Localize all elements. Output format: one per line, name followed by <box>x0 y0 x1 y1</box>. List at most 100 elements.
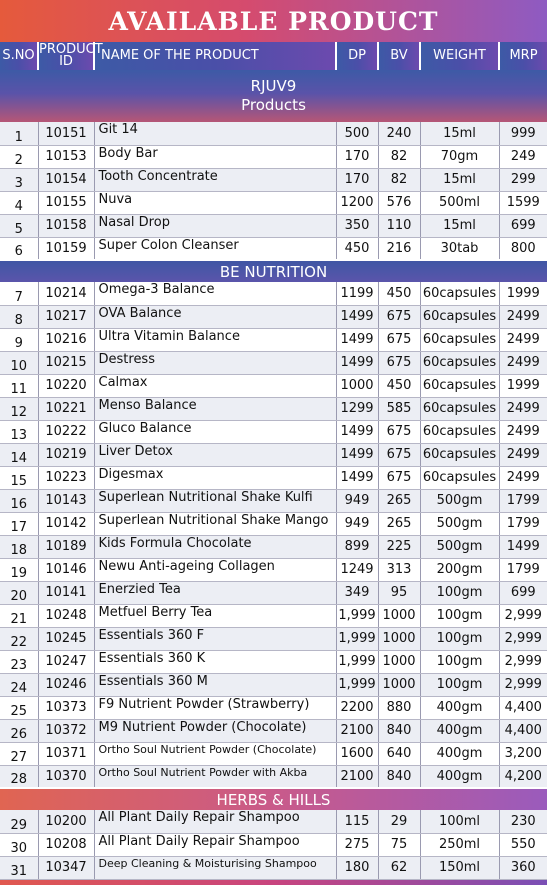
cell-mrp: 2,999 <box>499 650 547 674</box>
cell-sno: 30 <box>0 833 39 857</box>
table-row: 14 10219 Liver Detox 1499 675 60capsules 2499 <box>0 443 547 467</box>
cell-product-name: Newu Anti-ageing Collagen <box>94 558 337 582</box>
cell-sno: 24 <box>0 673 39 697</box>
cell-product-name: Superlean Nutritional Shake Kulfi <box>94 489 337 513</box>
cell-bv: 29 <box>378 810 421 834</box>
cell-bv: 675 <box>378 305 421 329</box>
table-row: 23 10247 Essentials 360 K 1,999 1000 100gm 2,9… <box>0 650 547 674</box>
cell-weight: 100gm <box>420 604 500 628</box>
cell-product-id: 10154 <box>38 168 95 192</box>
cell-product-name: Nasal Drop <box>94 214 337 238</box>
cell-weight: 100gm <box>420 650 500 674</box>
cell-mrp: 2,999 <box>499 627 547 651</box>
cell-dp: 1,999 <box>336 673 379 697</box>
table-row: 9 10216 Ultra Vitamin Balance 1499 675 60caps… <box>0 328 547 352</box>
cell-sno: 5 <box>0 214 39 238</box>
cell-sno: 10 <box>0 351 39 375</box>
cell-weight: 70gm <box>420 145 500 169</box>
cell-dp: 115 <box>336 810 379 834</box>
cell-sno: 14 <box>0 443 39 467</box>
cell-weight: 400gm <box>420 719 500 743</box>
cell-weight: 500gm <box>420 489 500 513</box>
cell-product-id: 10223 <box>38 466 95 490</box>
table-row: 19 10146 Newu Anti-ageing Collagen 1249 313 2… <box>0 558 547 582</box>
cell-sno: 17 <box>0 512 39 536</box>
cell-bv: 675 <box>378 328 421 352</box>
page-title: AVAILABLE PRODUCT <box>0 0 547 42</box>
cell-bv: 450 <box>378 374 421 398</box>
cell-weight: 30tab <box>420 237 500 261</box>
cell-dp: 2200 <box>336 696 379 720</box>
cell-sno: 26 <box>0 719 39 743</box>
cell-sno: 25 <box>0 696 39 720</box>
cell-product-id: 10219 <box>38 443 95 467</box>
table-row: 16 10143 Superlean Nutritional Shake Kulfi… <box>0 489 547 513</box>
cell-bv: 62 <box>378 856 421 880</box>
cell-dp: 349 <box>336 581 379 605</box>
cell-product-name: Superlean Nutritional Shake Mango <box>94 512 337 536</box>
cell-bv: 240 <box>378 122 421 146</box>
cell-bv: 450 <box>378 282 421 306</box>
cell-bv: 675 <box>378 443 421 467</box>
section-heading: HERBS & HILLS <box>0 787 547 810</box>
cell-dp: 500 <box>336 122 379 146</box>
table-row: 27 10371 Ortho Soul Nutrient Powder (Choco… <box>0 742 547 766</box>
cell-mrp: 4,200 <box>499 765 547 789</box>
table-row: 26 10372 M9 Nutrient Powder (Chocolate) 210… <box>0 719 547 743</box>
cell-dp: 275 <box>336 833 379 857</box>
cell-product-id: 10146 <box>38 558 95 582</box>
cell-dp: 170 <box>336 145 379 169</box>
cell-weight: 500ml <box>420 191 500 215</box>
cell-product-name: Gluco Balance <box>94 420 337 444</box>
cell-product-id: 10143 <box>38 489 95 513</box>
cell-bv: 840 <box>378 719 421 743</box>
cell-weight: 500gm <box>420 535 500 559</box>
cell-product-name: Omega-3 Balance <box>94 282 337 306</box>
cell-mrp: 3,200 <box>499 742 547 766</box>
cell-product-name: OVA Balance <box>94 305 337 329</box>
cell-product-id: 10153 <box>38 145 95 169</box>
cell-weight: 400gm <box>420 765 500 789</box>
table-row: 18 10189 Kids Formula Chocolate 899 225 500gm… <box>0 535 547 559</box>
cell-mrp: 2499 <box>499 397 547 421</box>
section-row: RJUV9 Products <box>0 70 547 122</box>
cell-mrp: 2499 <box>499 420 547 444</box>
cell-product-name: All Plant Daily Repair Shampoo <box>94 833 337 857</box>
cell-product-id: 10200 <box>38 810 95 834</box>
cell-product-name: Body Bar <box>94 145 337 169</box>
cell-bv: 225 <box>378 535 421 559</box>
section-title: HERBS & HILLS <box>216 790 331 809</box>
cell-product-name: Git 14 <box>94 122 337 146</box>
header-bv: BV <box>378 42 421 70</box>
cell-bv: 585 <box>378 397 421 421</box>
cell-mrp: 4,400 <box>499 719 547 743</box>
cell-weight: 15ml <box>420 122 500 146</box>
table-row: 28 10370 Ortho Soul Nutrient Powder with A… <box>0 765 547 789</box>
header-product-id: PRODUCT ID <box>38 42 103 70</box>
cell-mrp: 1499 <box>499 535 547 559</box>
table-row: 4 10155 Nuva 1200 576 500ml 1599 <box>0 191 547 215</box>
cell-bv: 675 <box>378 351 421 375</box>
cell-sno: 12 <box>0 397 39 421</box>
cell-sno: 18 <box>0 535 39 559</box>
cell-product-name: Tooth Concentrate <box>94 168 337 192</box>
header-dp: DP <box>336 42 379 70</box>
header-product-name: NAME OF THE PRODUCT <box>94 42 337 70</box>
cell-product-id: 10370 <box>38 765 95 789</box>
cell-dp: 1499 <box>336 466 379 490</box>
table-row: 1 10151 Git 14 500 240 15ml 999 <box>0 122 547 146</box>
cell-bv: 265 <box>378 512 421 536</box>
cell-weight: 100gm <box>420 581 500 605</box>
cell-dp: 1199 <box>336 282 379 306</box>
cell-dp: 1499 <box>336 443 379 467</box>
table-row: 13 10222 Gluco Balance 1499 675 60capsules 249… <box>0 420 547 444</box>
cell-mrp: 800 <box>499 237 547 261</box>
cell-product-name: Metfuel Berry Tea <box>94 604 337 628</box>
cell-product-id: 10158 <box>38 214 95 238</box>
cell-weight: 200gm <box>420 558 500 582</box>
section-heading: BE NUTRITION <box>0 259 547 282</box>
cell-mrp: 360 <box>499 856 547 880</box>
cell-mrp: 299 <box>499 168 547 192</box>
cell-bv: 1000 <box>378 650 421 674</box>
cell-product-name: Menso Balance <box>94 397 337 421</box>
